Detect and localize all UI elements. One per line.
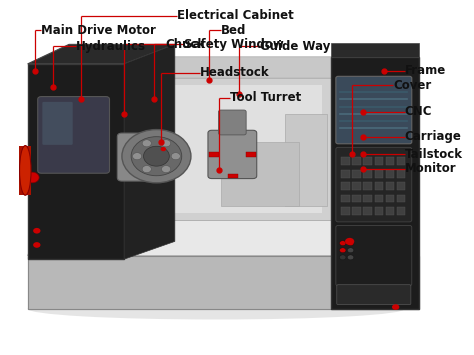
Text: Carriage: Carriage [405, 130, 462, 143]
Polygon shape [27, 44, 175, 64]
Circle shape [392, 304, 400, 310]
Bar [353, 182, 361, 190]
Bar [228, 174, 238, 178]
Polygon shape [27, 220, 419, 256]
Circle shape [339, 255, 346, 260]
Bar [397, 195, 405, 202]
Text: Safety Window: Safety Window [184, 38, 284, 51]
Bar [353, 157, 361, 165]
Bar [19, 146, 31, 195]
Circle shape [142, 140, 151, 147]
Polygon shape [221, 142, 299, 206]
Bar [364, 182, 372, 190]
Polygon shape [48, 202, 402, 220]
Polygon shape [27, 256, 419, 309]
Bar [246, 152, 256, 157]
Polygon shape [124, 57, 368, 78]
Bar [364, 157, 372, 165]
Bar [341, 157, 350, 165]
FancyBboxPatch shape [42, 102, 73, 145]
Circle shape [131, 137, 182, 176]
Polygon shape [129, 85, 322, 213]
Polygon shape [285, 114, 327, 206]
Bar [397, 157, 405, 165]
FancyBboxPatch shape [336, 225, 412, 286]
Polygon shape [46, 202, 400, 220]
Circle shape [347, 248, 354, 253]
Polygon shape [44, 202, 398, 220]
Bar [374, 182, 383, 190]
Polygon shape [124, 44, 175, 259]
Bar [374, 170, 383, 178]
Circle shape [171, 153, 180, 160]
Text: Main Drive Motor: Main Drive Motor [41, 24, 156, 37]
Bar [385, 157, 394, 165]
Circle shape [25, 172, 39, 183]
FancyBboxPatch shape [219, 110, 246, 135]
Circle shape [339, 248, 346, 253]
Bar [374, 157, 383, 165]
Text: Guide Way: Guide Way [260, 40, 330, 53]
Bar [364, 195, 372, 202]
Ellipse shape [19, 146, 31, 195]
Bar [353, 195, 361, 202]
Bar [397, 170, 405, 178]
Bar [341, 182, 350, 190]
Circle shape [133, 153, 142, 160]
Circle shape [345, 238, 354, 245]
Text: Electrical Cabinet: Electrical Cabinet [177, 10, 294, 22]
Ellipse shape [27, 298, 405, 320]
Circle shape [161, 147, 166, 151]
FancyBboxPatch shape [336, 147, 412, 222]
Text: Tailstock: Tailstock [405, 148, 463, 161]
Polygon shape [331, 43, 419, 57]
Circle shape [122, 130, 191, 183]
Bar [385, 182, 394, 190]
FancyBboxPatch shape [208, 130, 257, 179]
Text: Tool Turret: Tool Turret [230, 91, 301, 104]
Bar [397, 182, 405, 190]
FancyBboxPatch shape [337, 285, 411, 305]
Text: Monitor: Monitor [405, 162, 456, 175]
Text: Hydraulics: Hydraulics [76, 40, 146, 53]
Circle shape [347, 241, 354, 246]
Bar [364, 207, 372, 215]
Circle shape [162, 140, 171, 147]
Text: Bed: Bed [221, 24, 246, 37]
Bar [374, 207, 383, 215]
Bar [385, 195, 394, 202]
Text: Headstock: Headstock [200, 66, 270, 79]
Bar [364, 170, 372, 178]
Bar [353, 207, 361, 215]
Bar [27, 256, 419, 309]
Polygon shape [27, 64, 124, 259]
FancyBboxPatch shape [118, 133, 154, 181]
Bar [397, 207, 405, 215]
FancyBboxPatch shape [38, 97, 109, 173]
Circle shape [33, 242, 40, 248]
Polygon shape [331, 57, 419, 309]
Circle shape [144, 146, 169, 166]
Bar [341, 207, 350, 215]
Bar [341, 195, 350, 202]
Polygon shape [124, 78, 331, 220]
Circle shape [33, 228, 40, 234]
Text: Cover: Cover [393, 79, 432, 92]
Circle shape [347, 255, 354, 260]
Bar [341, 170, 350, 178]
Circle shape [339, 241, 346, 246]
Bar [353, 170, 361, 178]
Bar [210, 152, 219, 157]
Circle shape [142, 165, 151, 173]
Circle shape [162, 165, 171, 173]
Bar [385, 207, 394, 215]
Text: Chuck: Chuck [165, 38, 206, 51]
Text: CNC: CNC [405, 105, 432, 118]
Text: Frame: Frame [405, 65, 446, 77]
Bar [374, 195, 383, 202]
FancyBboxPatch shape [336, 76, 412, 144]
Bar [385, 170, 394, 178]
